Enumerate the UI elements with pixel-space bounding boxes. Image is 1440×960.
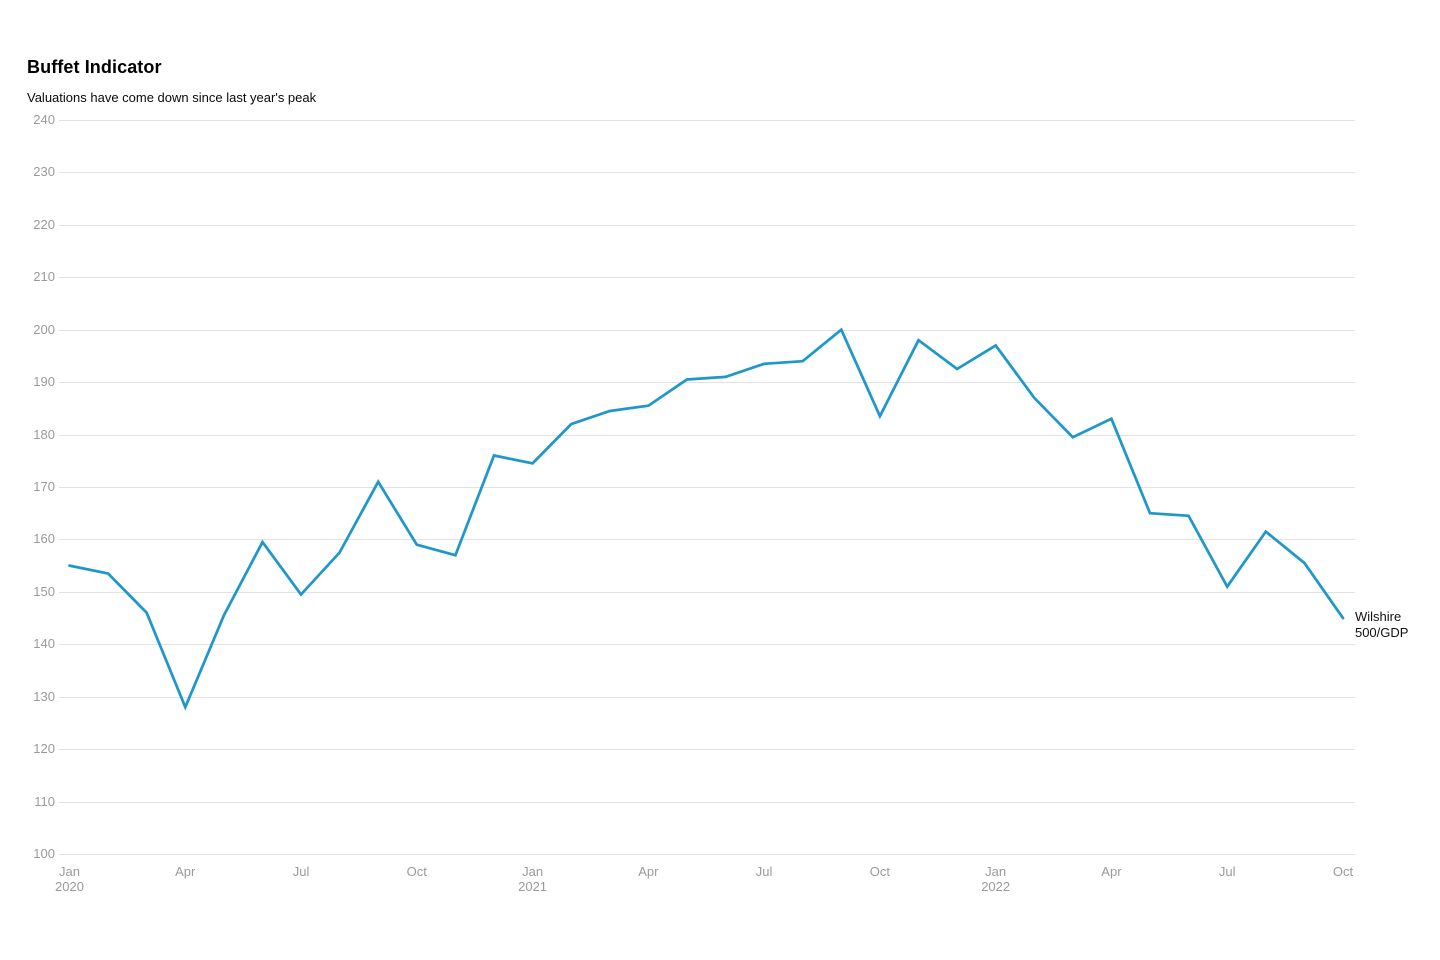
y-axis-tick-label: 170	[33, 479, 55, 494]
gridline	[59, 644, 1355, 646]
x-axis-tick-label: Jan	[59, 864, 80, 879]
y-axis-tick-label: 160	[33, 531, 55, 547]
gridline	[59, 749, 1355, 751]
y-axis-tick-label: 210	[33, 269, 55, 285]
gridline	[59, 172, 1355, 174]
y-axis-tick-label: 150	[33, 583, 55, 599]
gridline	[59, 801, 1355, 803]
x-axis-tick-label: Jul	[292, 864, 310, 879]
x-axis-tick-label: Jul	[755, 864, 773, 879]
x-axis-tick-label: Jan	[522, 864, 544, 879]
x-axis-tick-label: Jul	[1218, 864, 1236, 879]
trend-line	[68, 327, 1345, 711]
trend-line-svg	[68, 327, 1345, 711]
gridline	[59, 434, 1355, 436]
y-axis-tick-label: 220	[33, 216, 55, 232]
gridline	[59, 382, 1355, 384]
y-axis-tick-label: 110	[34, 793, 55, 809]
series-end-label: Wilshire 500/GDP	[1355, 609, 1408, 640]
gridline	[59, 329, 1355, 331]
x-axis-year-label: 2022	[981, 879, 1011, 894]
series-end-label-line: Wilshire	[1354, 609, 1402, 625]
y-axis-tick-label: 120	[33, 741, 55, 757]
y-axis-tick-label: 130	[33, 688, 55, 704]
x-axis-year-label: 2020	[55, 879, 84, 894]
x-axis-year-label: 2021	[518, 879, 548, 894]
y-axis-tick-label: 200	[33, 321, 55, 337]
x-axis-tick-label: Apr	[638, 864, 659, 879]
chart-subtitle: Valuations have come down since last yea…	[27, 90, 317, 105]
chart-title: Buffet Indicator	[27, 57, 162, 77]
y-axis-tick-label: 180	[33, 426, 55, 442]
x-axis-tick-label: Oct	[1332, 864, 1354, 879]
y-axis-tick-label: 230	[33, 164, 55, 180]
gridline	[59, 224, 1355, 226]
y-axis-tick-label: 140	[33, 636, 55, 652]
gridline	[59, 591, 1355, 593]
x-axis-tick-label: Oct	[869, 864, 890, 879]
plot-area: 100 110 120 130 140 150 160 170 180 190 200 210 220 2…	[33, 112, 1408, 894]
x-axis-tick-label: Apr	[175, 864, 196, 879]
y-axis-tick-label: 100	[33, 846, 55, 861]
x-axis-tick-label: Apr	[1101, 864, 1122, 879]
gridline	[59, 277, 1355, 279]
y-axis-tick-label: 240	[33, 112, 55, 127]
gridline	[59, 854, 1355, 855]
gridline	[59, 696, 1355, 698]
x-axis-tick-label: Oct	[406, 864, 427, 879]
gridline	[59, 539, 1355, 541]
x-axis-tick-label: Jan	[985, 864, 1007, 879]
gridline	[59, 487, 1355, 488]
y-axis-tick-label: 190	[33, 374, 55, 390]
series-end-label-line: 500/GDP	[1354, 624, 1409, 640]
gridline	[59, 120, 1355, 121]
